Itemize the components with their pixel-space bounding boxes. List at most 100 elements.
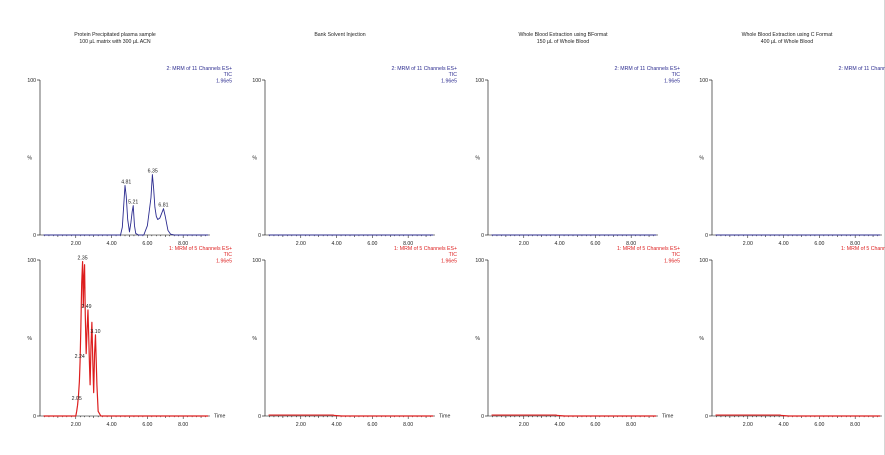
panel-info-line: TIC: [672, 252, 681, 258]
peak-label: 3.10: [90, 329, 100, 335]
x-tick-label: 2.00: [296, 422, 306, 428]
x-tick-label: 8.00: [850, 422, 860, 428]
x-tick-label: 8.00: [403, 422, 413, 428]
y-tick-label: 0: [481, 233, 484, 239]
panel-title: Whole Blood Extraction using C Format: [742, 32, 833, 38]
x-tick-label: 8.00: [626, 422, 636, 428]
x-tick-label: 4.00: [107, 241, 117, 247]
trace-line: [268, 414, 434, 417]
y-tick-label: 0: [705, 233, 708, 239]
x-tick-label: 4.00: [555, 241, 565, 247]
y-tick-label: 100: [699, 258, 708, 264]
x-tick-label: 2.00: [519, 241, 529, 247]
panel-info-line: 1: MRM of 5 Channels ES+: [394, 246, 457, 252]
panel-info-line: 1.96e5: [441, 78, 457, 84]
y-tick-label: 0: [258, 233, 261, 239]
trace-line: [43, 260, 209, 417]
peak-label: 2.35: [78, 256, 88, 262]
chromatogram-panel-2: Bank Solvent Injection 2: MRM of 11 Chann…: [252, 32, 457, 247]
x-tick-label: 4.00: [555, 422, 565, 428]
y-tick-label: 0: [33, 233, 36, 239]
y-tick-label: 100: [252, 258, 261, 264]
panel-info-line: 2: MRM of 11 Channels ES+: [839, 66, 885, 72]
peak-label: 6.81: [158, 203, 168, 209]
trace-line: [43, 174, 209, 236]
x-tick-label: 8.00: [626, 241, 636, 247]
y-tick-label: 0: [705, 414, 708, 420]
y-tick-label: 100: [252, 78, 261, 84]
peak-label: 6.35: [148, 169, 158, 175]
x-tick-label: 8.00: [850, 241, 860, 247]
panel-info-line: 2: MRM of 11 Channels ES+: [392, 66, 458, 72]
y-tick-label: 100: [27, 258, 36, 264]
x-tick-label: 6.00: [814, 422, 824, 428]
peak-label: 4.81: [121, 179, 131, 185]
x-tick-label: 4.00: [332, 241, 342, 247]
y-tick-label: 0: [258, 414, 261, 420]
y-axis-label: %: [252, 336, 257, 342]
y-axis-label: %: [27, 336, 32, 342]
chromatogram-panel-8: 1: MRM of 5 Channels ES+TIC1.96e51000%2.…: [699, 246, 885, 428]
x-tick-label: 2.00: [71, 241, 81, 247]
y-tick-label: 100: [699, 78, 708, 84]
x-tick-label: 4.00: [332, 422, 342, 428]
trace-line: [491, 414, 657, 417]
panel-info-line: 1.96e5: [441, 258, 457, 264]
x-tick-label: 6.00: [590, 422, 600, 428]
x-tick-label: 2.00: [743, 422, 753, 428]
x-axis-label: Time: [439, 414, 450, 420]
chromatogram-panel-4: Whole Blood Extraction using C Format400…: [699, 32, 885, 247]
panel-info-line: TIC: [449, 252, 458, 258]
peak-label: 2.49: [81, 304, 91, 310]
chromatogram-panel-3: Whole Blood Extraction using BFormat150 …: [475, 32, 680, 247]
panel-info-line: 1: MRM of 5 Channels ES+: [169, 246, 232, 252]
x-tick-label: 4.00: [107, 422, 117, 428]
y-axis-label: %: [475, 156, 480, 162]
x-tick-label: 8.00: [178, 241, 188, 247]
x-tick-label: 4.00: [779, 241, 789, 247]
x-tick-label: 2.00: [743, 241, 753, 247]
y-axis-label: %: [27, 156, 32, 162]
x-tick-label: 6.00: [814, 241, 824, 247]
panel-info-line: 1.96e5: [664, 78, 680, 84]
panel-info-line: 1.96e5: [216, 78, 232, 84]
peak-label: 5.21: [128, 200, 138, 206]
y-tick-label: 100: [27, 78, 36, 84]
panel-title: Protein Precipitated plasma sample: [74, 32, 156, 38]
x-tick-label: 8.00: [403, 241, 413, 247]
x-tick-label: 6.00: [590, 241, 600, 247]
y-axis-label: %: [699, 336, 704, 342]
trace-line: [715, 414, 881, 417]
y-axis-label: %: [475, 336, 480, 342]
panel-info-line: 1.96e5: [216, 258, 232, 264]
y-axis-label: %: [252, 156, 257, 162]
panel-title: Whole Blood Extraction using BFormat: [518, 32, 608, 38]
x-tick-label: 2.00: [519, 422, 529, 428]
x-tick-label: 2.00: [296, 241, 306, 247]
x-tick-label: 6.00: [142, 422, 152, 428]
x-tick-label: 6.00: [367, 241, 377, 247]
panel-info-line: TIC: [224, 72, 233, 78]
panel-info-line: TIC: [224, 252, 233, 258]
panel-subtitle: 100 µL matrix with 300 µL ACN: [79, 39, 151, 45]
panel-subtitle: 150 µL of Whole Blood: [537, 39, 590, 45]
panel-info-line: 2: MRM of 11 Channels ES+: [615, 66, 681, 72]
panel-info-line: 2: MRM of 11 Channels ES+: [167, 66, 233, 72]
x-tick-label: 4.00: [779, 422, 789, 428]
panel-subtitle: 400 µL of Whole Blood: [761, 39, 814, 45]
panel-info-line: 1: MRM of 5 Channels ES+: [617, 246, 680, 252]
x-axis-label: Time: [214, 414, 225, 420]
panel-info-line: 1.96e5: [664, 258, 680, 264]
x-tick-label: 8.00: [178, 422, 188, 428]
y-tick-label: 0: [33, 414, 36, 420]
panel-info-line: TIC: [449, 72, 458, 78]
panel-title: Bank Solvent Injection: [314, 32, 365, 38]
y-tick-label: 100: [475, 78, 484, 84]
y-tick-label: 100: [475, 258, 484, 264]
x-tick-label: 6.00: [142, 241, 152, 247]
